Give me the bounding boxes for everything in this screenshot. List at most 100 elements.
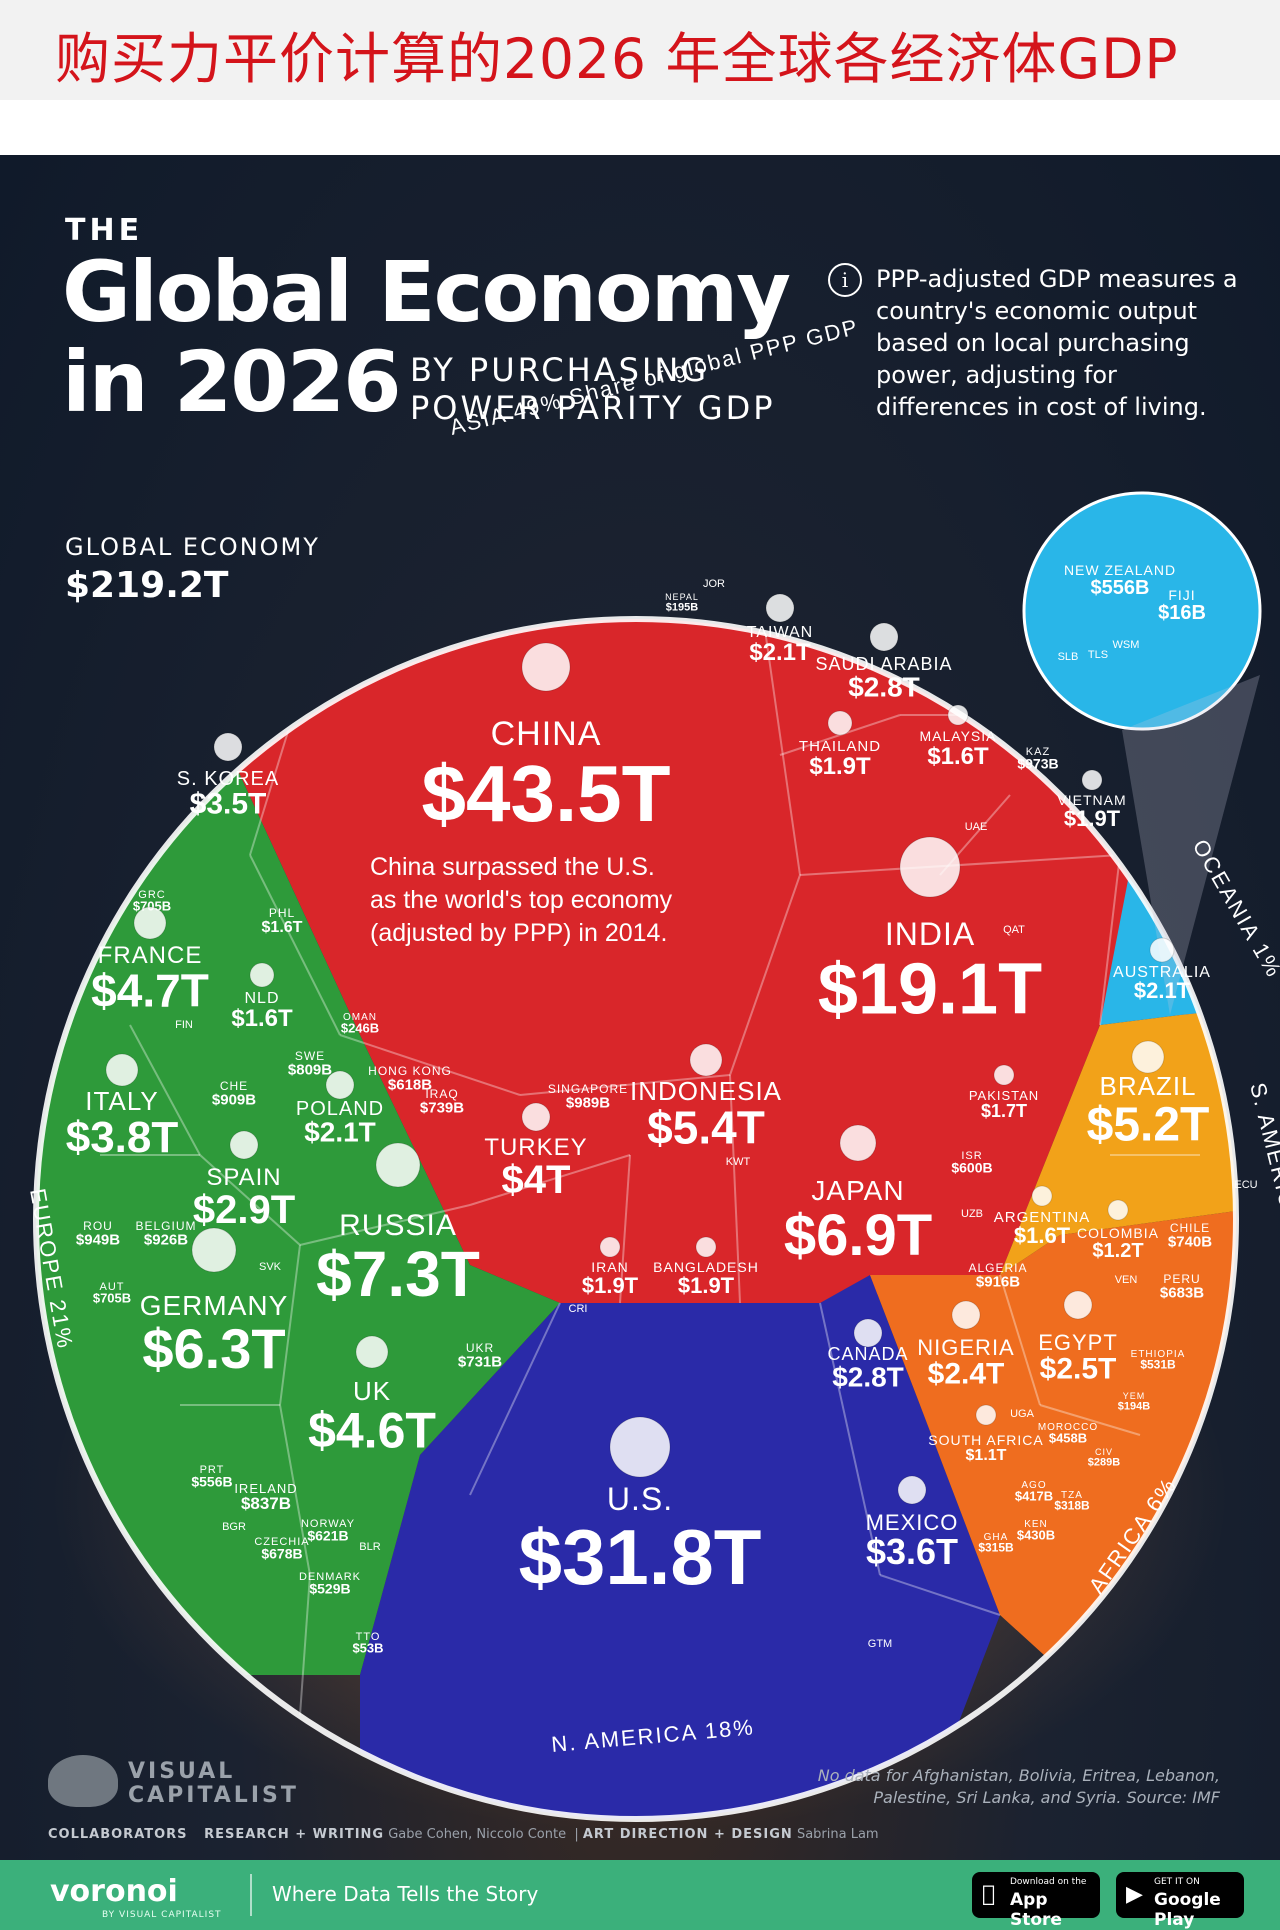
country-name-germany: GERMANY: [140, 1290, 289, 1321]
google-play-button[interactable]: ▶ GET IT ON Google Play: [1116, 1872, 1244, 1930]
cell-border: [249, 724, 291, 856]
cell-border: [129, 1024, 201, 1156]
country-name-ireland: IRELAND: [234, 1481, 297, 1496]
subtitle-line-2: POWER PARITY GDP: [410, 389, 776, 427]
flag-icon: [1131, 1040, 1165, 1074]
credits: COLLABORATORS RESEARCH + WRITING Gabe Co…: [48, 1827, 879, 1842]
country-value-kaz: $973B: [1017, 755, 1058, 771]
country-name-chile: CHILE: [1170, 1221, 1210, 1235]
cell-border: [999, 1274, 1041, 1406]
country-value-germany: $6.3T: [142, 1317, 285, 1380]
country-value-egypt: $2.5T: [1040, 1353, 1117, 1386]
flag-icon: [869, 622, 899, 652]
country-name-rou: ROU: [83, 1219, 113, 1233]
country-value-colombia: $1.2T: [1092, 1240, 1143, 1262]
small-country-gtm: GTM: [868, 1638, 892, 1650]
cell-border: [1039, 1404, 1141, 1436]
country-value-belgium: $926B: [144, 1231, 188, 1248]
flag-icon: [105, 1053, 139, 1087]
country-value-phl: $1.6T: [262, 919, 303, 936]
country-value-singapore: $989B: [566, 1094, 610, 1111]
country-value-ireland: $837B: [241, 1494, 291, 1513]
flag-icon: [765, 593, 795, 623]
no-data-note: No data for Afghanistan, Bolivia, Eritre…: [817, 1766, 1220, 1807]
design-label: ART DIRECTION + DESIGN: [582, 1827, 793, 1842]
cell-border: [879, 1574, 1001, 1616]
oceania-zoom-bubble: [1022, 491, 1262, 731]
cell-border: [759, 619, 801, 876]
region-label-s-america: S. AMERICA 5%: [1245, 1080, 1280, 1269]
country-value-thailand: $1.9T: [809, 753, 871, 780]
chart-outline: [33, 616, 1239, 1822]
cell-border: [469, 1154, 631, 1206]
flag-icon: [1031, 1185, 1053, 1207]
country-name-colombia: COLOMBIA: [1077, 1225, 1159, 1241]
region-n-america: [360, 1275, 1000, 1819]
cell-border: [299, 1204, 471, 1246]
country-name-tza: TZA: [1061, 1490, 1083, 1501]
country-value-civ: $289B: [1088, 1456, 1120, 1468]
country-value-south-africa: $1.1T: [966, 1447, 1007, 1464]
country-value-chile: $740B: [1168, 1233, 1212, 1250]
country-name-iran: IRAN: [591, 1259, 628, 1275]
cell-border: [1099, 854, 1121, 1026]
country-name-russia: RUSSIA: [339, 1209, 457, 1242]
country-name-isr: ISR: [961, 1150, 982, 1162]
flag-icon: [599, 1236, 621, 1258]
cell-border: [729, 1074, 741, 1304]
flag-icon: [355, 1335, 389, 1369]
country-name-turkey: TURKEY: [484, 1134, 587, 1161]
china-note-line: as the world's top economy: [370, 886, 673, 914]
country-name-belgium: BELGIUM: [135, 1219, 196, 1233]
country-name-ken: KEN: [1024, 1519, 1048, 1530]
country-value-pakistan: $1.7T: [981, 1101, 1027, 1121]
country-value-nigeria: $2.4T: [928, 1358, 1005, 1391]
country-value-italy: $3.8T: [66, 1113, 179, 1162]
region-s-america: [1000, 1005, 1236, 1275]
country-value-s-korea: $3.5T: [190, 788, 267, 821]
country-name-japan: JAPAN: [811, 1175, 904, 1206]
country-value-ukr: $731B: [458, 1353, 502, 1370]
country-name-egypt: EGYPT: [1038, 1330, 1118, 1355]
country-name-nepal: NEPAL: [665, 592, 699, 602]
country-value-nld: $1.6T: [231, 1005, 293, 1032]
country-name-fiji: FIJI: [1168, 587, 1195, 603]
banner-title: 购买力平价计算的2026 年全球各经济体GDP: [55, 27, 1179, 91]
cell-border: [819, 1302, 881, 1576]
country-name-spain: SPAIN: [206, 1164, 281, 1191]
small-country-fin: FIN: [175, 1019, 193, 1031]
flag-icon: [1107, 1199, 1129, 1221]
flag-icon: [947, 704, 969, 726]
country-value-new-zealand: $556B: [1091, 577, 1150, 599]
country-name-uk: UK: [353, 1376, 391, 1406]
small-country-slb: SLB: [1058, 651, 1079, 663]
country-value-spain: $2.9T: [193, 1188, 295, 1232]
cell-border: [279, 1244, 301, 1406]
app-store-button[interactable]:  Download on the App Store: [972, 1872, 1100, 1930]
small-country-uae: UAE: [965, 821, 988, 833]
country-value-nepal: $195B: [666, 601, 698, 613]
subtitle-line-1: BY PURCHASING: [410, 351, 710, 389]
cell-border: [519, 1074, 731, 1096]
flag-icon: [695, 1236, 717, 1258]
flag-icon: [689, 1043, 723, 1077]
country-value-uk: $4.6T: [308, 1403, 436, 1459]
country-value-rou: $949B: [76, 1231, 120, 1248]
footer-bar: voronoi BY VISUAL CAPITALIST Where Data …: [0, 1860, 1280, 1930]
visual-capitalist-logo-icon: [48, 1755, 118, 1807]
title-line-1: Global Economy: [62, 243, 791, 341]
flag-icon: [191, 1227, 237, 1273]
country-name-phl: PHL: [269, 906, 295, 920]
voronoi-logo[interactable]: voronoi: [50, 1874, 178, 1909]
country-labels: CHINA$43.5TU.S.$31.8TINDIA$19.1TRUSSIA$7…: [66, 562, 1258, 1655]
flag-icon: [951, 1300, 981, 1330]
country-value-india: $19.1T: [818, 949, 1042, 1029]
cell-border: [799, 854, 1121, 876]
collaborators-label: COLLABORATORS: [48, 1827, 188, 1842]
cell-border: [299, 1574, 311, 1716]
research-names: Gabe Cohen, Niccolo Conte: [388, 1827, 567, 1842]
small-country-blr: BLR: [359, 1541, 380, 1553]
country-name-algeria: ALGERIA: [968, 1261, 1027, 1275]
country-name-denmark: DENMARK: [299, 1571, 361, 1583]
country-name-brazil: BRAZIL: [1099, 1071, 1196, 1101]
